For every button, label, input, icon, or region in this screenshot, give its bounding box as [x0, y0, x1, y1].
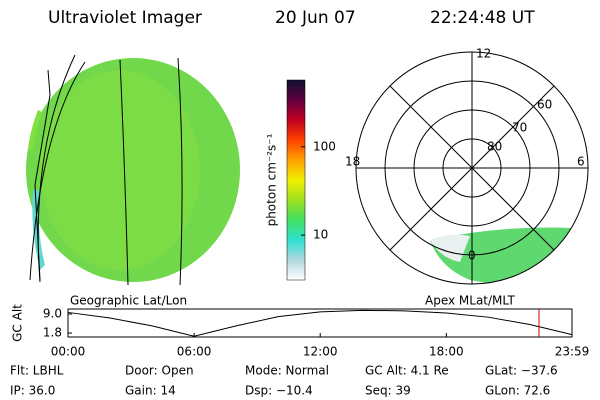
status-field: Flt: LBHL	[10, 364, 64, 378]
colorbar-tick-label: 10	[313, 228, 328, 242]
x-tick-label: 23:59	[555, 345, 590, 359]
y-tick-label: 1.8	[43, 326, 62, 340]
x-tick-label: 12:00	[303, 345, 338, 359]
mlt-label: 12	[476, 47, 491, 61]
left-caption: Geographic Lat/Lon	[70, 294, 187, 308]
status-field: GLat: −37.6	[485, 364, 558, 378]
x-tick-label: 18:00	[429, 345, 464, 359]
plot-frame	[67, 308, 573, 338]
mlt-label: 18	[345, 155, 360, 169]
right-caption: Apex MLat/MLT	[425, 294, 515, 308]
mlat-label: 60	[537, 98, 552, 112]
colorbar-tick-label: 100	[313, 139, 336, 153]
mlat-label: 80	[487, 140, 502, 154]
colorbar	[286, 79, 306, 281]
x-tick-label: 06:00	[177, 345, 212, 359]
status-field: Door: Open	[125, 364, 194, 378]
globe-image	[26, 54, 240, 286]
instrument: Ultraviolet Imager	[48, 8, 202, 28]
mlat-label: 70	[512, 121, 527, 135]
time: 22:24:48 UT	[430, 8, 535, 28]
colorbar-label: photon cm⁻²s⁻¹	[265, 133, 279, 226]
y-tick-label: 9.0	[43, 307, 62, 321]
x-tick-label: 00:00	[51, 345, 86, 359]
status-field: IP: 36.0	[10, 384, 55, 398]
status-field: Gain: 14	[125, 384, 176, 398]
status-field: Mode: Normal	[245, 364, 329, 378]
status-field: GC Alt: 4.1 Re	[365, 364, 449, 378]
y-label: GC Alt	[11, 304, 25, 342]
status-field: Seq: 39	[365, 384, 411, 398]
altitude-line	[67, 309, 573, 337]
date: 20 Jun 07	[275, 8, 356, 28]
status-field: GLon: 72.6	[485, 384, 550, 398]
status-field: Dsp: −10.4	[245, 384, 313, 398]
mlt-label: 0	[468, 249, 476, 263]
mlt-label: 6	[577, 155, 585, 169]
